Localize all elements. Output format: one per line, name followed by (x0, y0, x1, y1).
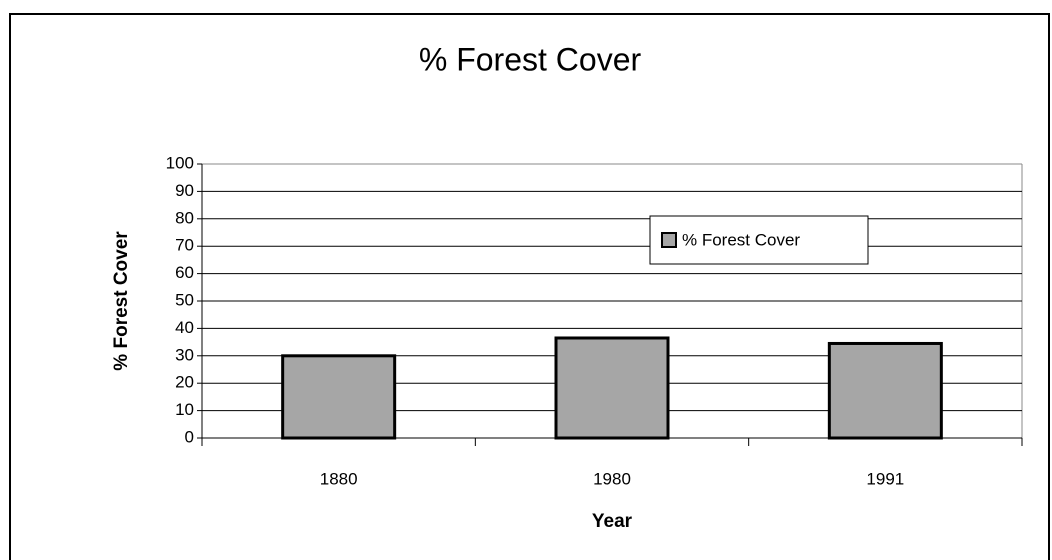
y-tick-label: 80 (175, 208, 194, 227)
y-tick-label: 100 (166, 153, 194, 172)
y-tick-label: 0 (185, 427, 194, 446)
y-tick-label: 30 (175, 345, 194, 364)
y-tick-label: 90 (175, 181, 194, 200)
y-tick-label: 70 (175, 236, 194, 255)
x-tick-label: 1880 (320, 469, 358, 488)
x-axis-label: Year (592, 511, 633, 532)
legend-swatch (661, 232, 677, 248)
y-axis-label: % Forest Cover (111, 231, 132, 371)
legend-label: % Forest Cover (682, 230, 800, 249)
legend-box (649, 215, 869, 265)
chart-title: % Forest Cover (419, 41, 642, 77)
y-tick-label: 20 (175, 373, 194, 392)
bar (827, 341, 943, 440)
y-tick-label: 10 (175, 400, 194, 419)
y-tick-label: 40 (175, 318, 194, 337)
y-tick-label: 60 (175, 263, 194, 282)
x-tick-label: 1991 (866, 469, 904, 488)
bar (554, 336, 670, 440)
y-tick-label: 50 (175, 290, 194, 309)
bar (281, 354, 397, 440)
chart-frame (9, 13, 1050, 560)
x-tick-label: 1980 (593, 469, 631, 488)
